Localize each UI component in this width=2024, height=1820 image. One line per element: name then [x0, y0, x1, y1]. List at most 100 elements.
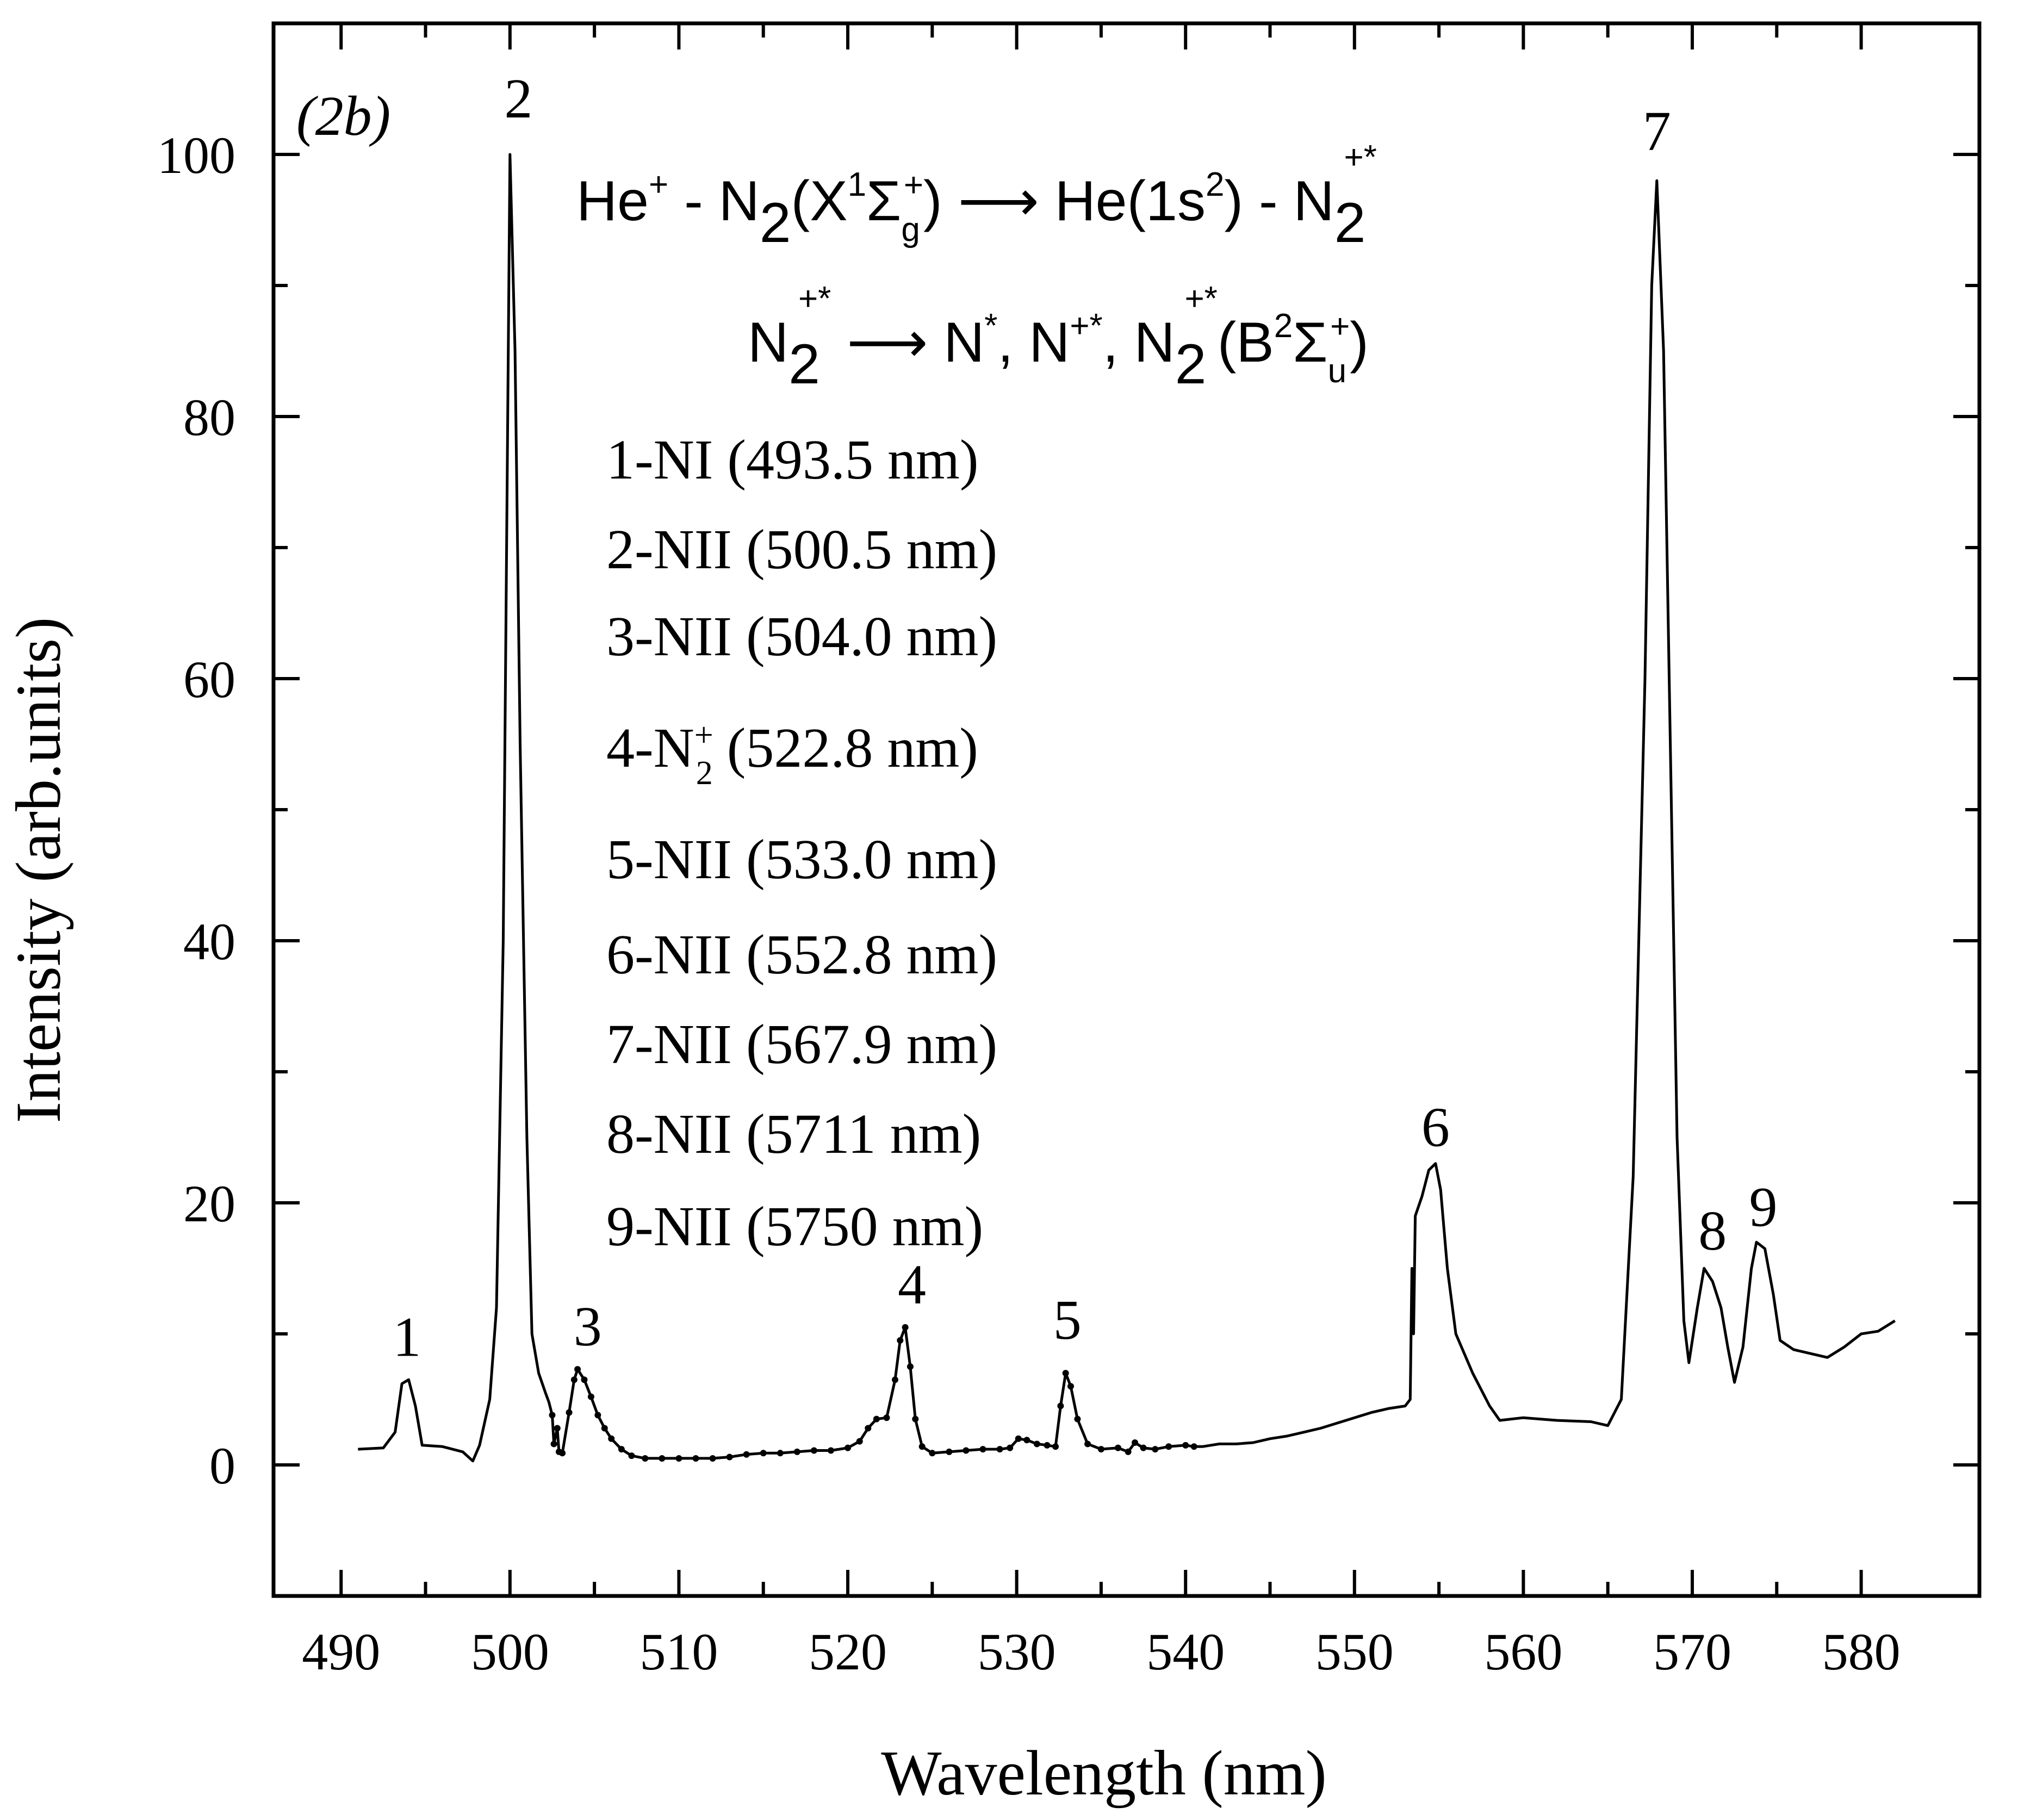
- legend-entry: 6-NII (552.8 nm): [606, 923, 997, 986]
- series-point: [1033, 1440, 1040, 1448]
- series-point: [777, 1450, 784, 1457]
- series-point: [1062, 1370, 1069, 1377]
- series-point: [1182, 1442, 1189, 1449]
- series-point: [856, 1438, 863, 1445]
- series-point: [608, 1435, 615, 1442]
- series-point: [601, 1425, 608, 1432]
- x-axis-title: Wavelength (nm): [881, 1737, 1327, 1809]
- y-tick-label: 0: [209, 1437, 235, 1495]
- series-point: [902, 1324, 909, 1331]
- series-point: [692, 1455, 699, 1462]
- legend-entry: 9-NII (5750 nm): [606, 1195, 983, 1258]
- series-point: [912, 1415, 919, 1423]
- x-tick-label: 530: [978, 1623, 1056, 1681]
- series-point: [1097, 1446, 1104, 1453]
- peak-label-3: 3: [574, 1295, 602, 1358]
- series-point: [726, 1453, 733, 1461]
- peak-label-6: 6: [1421, 1096, 1450, 1159]
- series-point: [581, 1376, 588, 1383]
- series-point: [587, 1393, 594, 1400]
- series-point: [594, 1412, 601, 1419]
- series-point: [642, 1455, 649, 1462]
- series-point: [659, 1455, 666, 1462]
- peak-label-1: 1: [393, 1306, 421, 1368]
- series-point: [1140, 1444, 1147, 1451]
- series-point: [1067, 1383, 1075, 1390]
- series-point: [675, 1455, 682, 1462]
- series-point: [1044, 1442, 1051, 1449]
- series-point: [1007, 1444, 1014, 1451]
- x-tick-label: 510: [640, 1623, 718, 1681]
- series-point: [891, 1376, 898, 1383]
- series-point: [1125, 1448, 1132, 1455]
- peak-label-8: 8: [1698, 1200, 1727, 1262]
- panel-label: (2b): [296, 85, 390, 147]
- x-tick-label: 500: [471, 1623, 549, 1681]
- series-point: [709, 1455, 716, 1462]
- series-point: [793, 1448, 800, 1455]
- legend-entry: 7-NII (567.9 nm): [606, 1013, 997, 1076]
- peak-label-5: 5: [1053, 1289, 1082, 1351]
- series-point: [760, 1450, 767, 1457]
- series-point: [550, 1440, 557, 1448]
- peak-label-4: 4: [898, 1253, 926, 1316]
- legend-entry: 2-NII (500.5 nm): [606, 518, 997, 581]
- series-point: [1152, 1446, 1159, 1453]
- series-point: [873, 1415, 880, 1423]
- y-tick-label: 20: [183, 1175, 235, 1233]
- tick-labels: 490 500 510 520 530 540 550 560 570 580 0 20 40 60 80 1…: [157, 126, 1901, 1681]
- series-point: [865, 1425, 872, 1432]
- x-tick-label: 570: [1653, 1623, 1731, 1681]
- series-point: [996, 1446, 1003, 1453]
- legend-entry: 1-NI (493.5 nm): [606, 428, 979, 491]
- reaction-equation-1: He+ - N2(X1Σg+) ⟶ He(1s2) - N2+*: [576, 139, 1377, 254]
- series-point: [1052, 1443, 1059, 1450]
- series-point: [1015, 1435, 1022, 1442]
- series-markers: [549, 1324, 1197, 1462]
- series-point: [883, 1414, 890, 1421]
- series-point: [1084, 1440, 1091, 1448]
- legend-entry: 4-N+ 2 (522.8 nm): [606, 717, 978, 792]
- y-tick-label: 80: [183, 388, 235, 446]
- series-point: [963, 1447, 970, 1454]
- series-point: [570, 1376, 578, 1383]
- series-point: [845, 1444, 852, 1451]
- legend-entry: 5-NII (533.0 nm): [606, 828, 997, 891]
- series-point: [1165, 1443, 1172, 1450]
- series-point: [549, 1412, 556, 1419]
- series-point: [1114, 1444, 1121, 1451]
- series-point: [827, 1447, 834, 1454]
- x-tick-label: 520: [809, 1623, 887, 1681]
- series-point: [897, 1337, 904, 1344]
- series-point: [1057, 1402, 1064, 1409]
- series-point: [628, 1452, 635, 1459]
- y-tick-label: 100: [157, 126, 235, 184]
- peak-label-7: 7: [1643, 100, 1671, 163]
- x-tick-label: 560: [1484, 1623, 1562, 1681]
- y-axis-title: Intensity (arb.units): [3, 617, 74, 1123]
- series-point: [1132, 1439, 1139, 1446]
- series-point: [918, 1443, 926, 1450]
- series-point: [1190, 1443, 1197, 1450]
- series-point: [559, 1450, 566, 1457]
- y-tick-label: 40: [183, 912, 235, 971]
- reaction-equation-2: N2+* ⟶ N*, N+*, N2+*(B2Σu+): [748, 280, 1369, 396]
- series-point: [979, 1446, 986, 1453]
- axis-ticks: [274, 23, 1979, 1596]
- series-point: [743, 1451, 750, 1458]
- series-point: [946, 1448, 953, 1455]
- series-point: [1074, 1415, 1081, 1423]
- legend-entry: 8-NII (5711 nm): [606, 1103, 981, 1165]
- series-point: [574, 1366, 581, 1373]
- series-point: [566, 1409, 573, 1416]
- x-tick-label: 550: [1315, 1623, 1394, 1681]
- peak-legend: 1-NI (493.5 nm) 2-NII (500.5 nm) 3-NII (50…: [606, 428, 997, 1258]
- x-tick-label: 580: [1822, 1623, 1901, 1681]
- x-tick-label: 540: [1146, 1623, 1225, 1681]
- legend-entry: 3-NII (504.0 nm): [606, 605, 997, 668]
- series-point: [907, 1363, 914, 1370]
- series-point: [1023, 1437, 1030, 1444]
- series-point: [554, 1425, 561, 1432]
- series-point: [810, 1447, 817, 1454]
